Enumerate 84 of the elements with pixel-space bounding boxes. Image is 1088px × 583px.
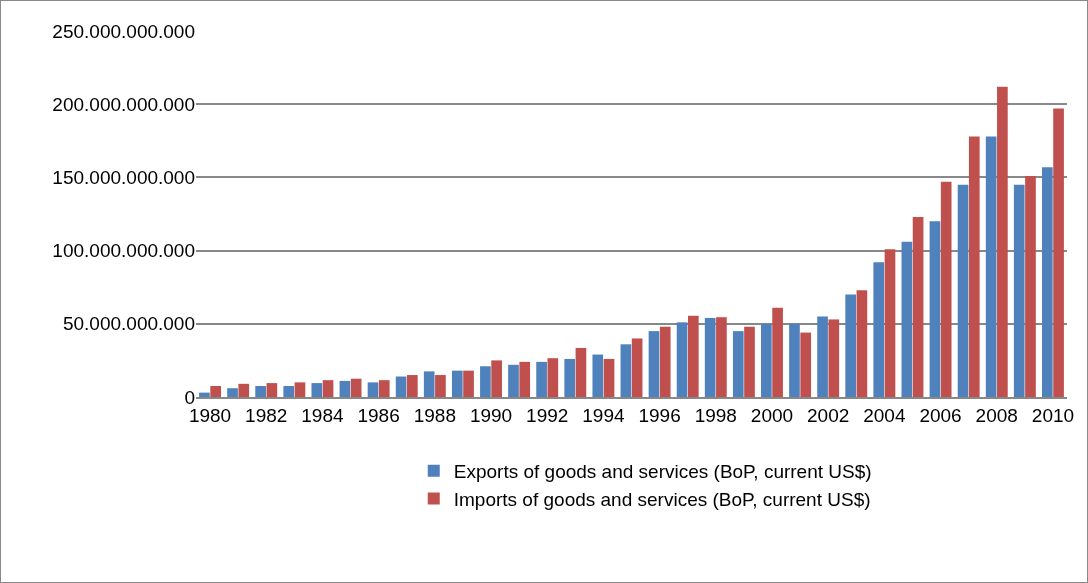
bar	[704, 317, 716, 397]
bar	[294, 382, 306, 397]
bar	[1053, 108, 1064, 397]
y-tick-label: 100.000.000.000	[52, 240, 195, 262]
x-tick-label: 2010	[1031, 404, 1075, 426]
x-tick-label: 1982	[245, 404, 288, 426]
bar	[575, 347, 587, 397]
bar	[873, 262, 885, 397]
bar	[676, 322, 688, 397]
bar	[350, 378, 362, 397]
bar	[378, 380, 390, 397]
bar	[519, 361, 531, 397]
bar	[716, 317, 727, 397]
bar	[238, 383, 250, 397]
bar	[423, 371, 435, 397]
bar	[828, 319, 840, 397]
x-tick-label: 1992	[526, 404, 569, 426]
bar	[985, 136, 997, 397]
y-tick-label: 50.000.000.000	[62, 313, 195, 335]
bar	[687, 315, 699, 397]
bar	[255, 386, 266, 397]
bar	[283, 386, 295, 397]
bar	[339, 380, 351, 397]
x-tick-label: 2006	[919, 404, 962, 426]
bar	[592, 354, 604, 397]
bar	[744, 326, 755, 397]
bar	[407, 375, 418, 397]
bar	[199, 392, 210, 397]
x-tick-label: 1998	[694, 404, 737, 426]
bar	[603, 358, 615, 397]
bar	[817, 316, 828, 397]
bar	[322, 380, 334, 397]
bar	[968, 136, 980, 397]
legend-label: Exports of goods and services (BoP, current US$)	[453, 461, 872, 483]
bar	[463, 370, 474, 397]
bar	[789, 323, 800, 397]
x-tick-label: 1994	[582, 404, 625, 426]
bar	[761, 323, 772, 397]
bar	[856, 290, 868, 397]
bar	[912, 216, 924, 397]
bar	[1041, 167, 1053, 397]
x-tick-label: 1996	[638, 404, 681, 426]
x-tick-label: 1990	[469, 404, 513, 426]
bar	[901, 241, 913, 397]
x-tick-label: 1988	[413, 404, 456, 426]
bar	[659, 326, 671, 397]
bar	[227, 388, 238, 397]
bar	[564, 358, 576, 397]
bar	[508, 364, 519, 397]
bar	[620, 344, 632, 397]
bar	[435, 375, 446, 397]
bar	[772, 307, 783, 397]
bar	[536, 361, 547, 397]
bar	[547, 358, 559, 397]
bar	[845, 294, 856, 397]
bar	[940, 181, 952, 397]
x-tick-label: 1984	[301, 404, 344, 426]
bar	[997, 86, 1008, 397]
y-tick-label: 150.000.000.000	[52, 167, 195, 189]
x-tick-label: 2000	[750, 404, 794, 426]
bar	[491, 360, 502, 397]
bar	[210, 386, 222, 397]
bar	[367, 382, 379, 397]
bar	[800, 332, 812, 397]
bar	[451, 370, 463, 397]
bar	[957, 184, 969, 397]
legend-label: Imports of goods and services (BoP, current US$)	[453, 488, 871, 510]
bar	[1013, 184, 1025, 397]
bar	[311, 383, 323, 397]
bar	[1025, 175, 1036, 397]
x-tick-label: 1986	[357, 404, 400, 426]
x-tick-label: 2002	[807, 404, 850, 426]
bar	[732, 331, 744, 397]
bar	[631, 338, 643, 397]
bar	[929, 221, 941, 397]
bar	[884, 249, 896, 397]
bar	[648, 331, 660, 397]
bar	[266, 383, 278, 397]
y-tick-label: 250.000.000.000	[52, 20, 195, 42]
y-tick-label: 200.000.000.000	[52, 93, 195, 115]
bar	[480, 366, 491, 397]
x-tick-label: 2004	[863, 404, 906, 426]
x-tick-label: 2008	[975, 404, 1018, 426]
bar	[395, 376, 407, 397]
